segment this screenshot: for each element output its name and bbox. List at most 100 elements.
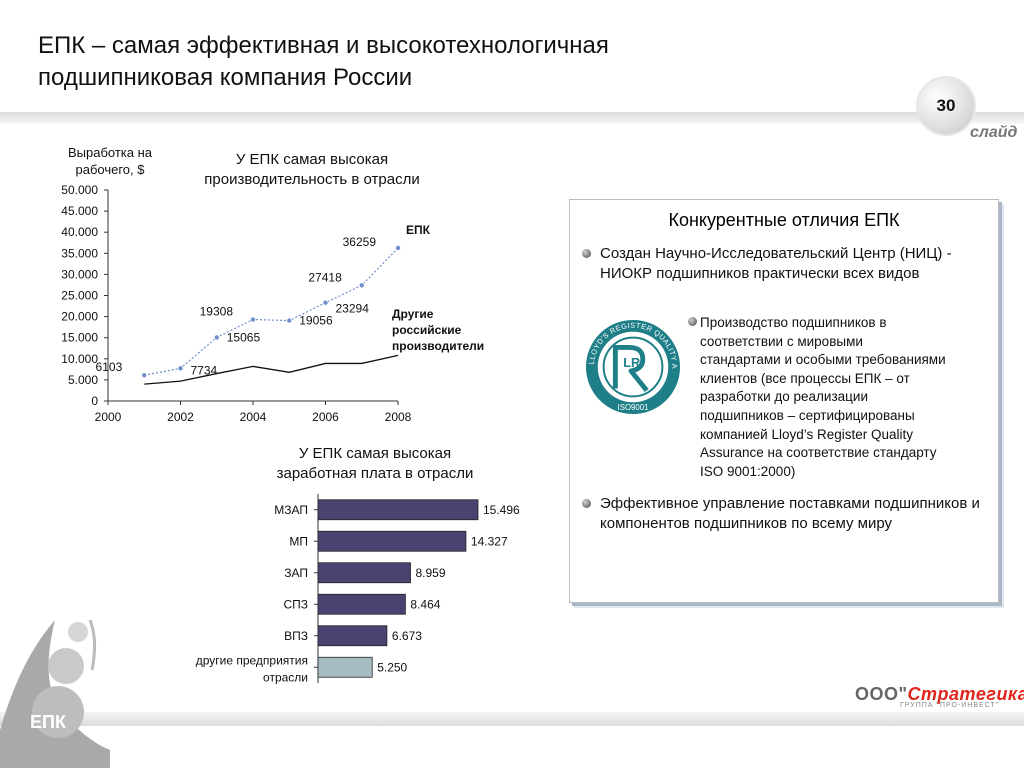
chart2-title-line-1: У ЕПК самая высокая xyxy=(298,445,452,462)
seal-iso-text: ISO9001 xyxy=(618,403,649,412)
x-tick-label: 2004 xyxy=(240,410,267,424)
bullet-supply-management-text: Эффективное управление поставками подшип… xyxy=(600,495,980,532)
strategika-brand: ООО"Стратегика" xyxy=(855,684,1024,705)
series-epk-data-label: 36259 xyxy=(343,235,377,249)
bullet-icon xyxy=(688,317,697,326)
epk-logo-icon xyxy=(0,619,110,768)
bar-value-label: 8.464 xyxy=(410,597,440,611)
series-epk-point xyxy=(213,334,220,341)
lloyds-register-seal-icon: LR LLOYD'S REGISTER QUALITY ASSURANCE IS… xyxy=(584,318,681,415)
series-epk-point xyxy=(177,365,184,372)
series-epk-data-label: 6103 xyxy=(96,360,123,374)
y-tick-label: 25.000 xyxy=(61,289,98,303)
competitive-advantages-panel: Конкурентные отличия ЕПК Создан Научно-И… xyxy=(569,199,999,603)
slide-label: слайд xyxy=(970,124,1018,141)
x-tick-label: 2008 xyxy=(385,410,412,424)
bullet-certification: Производство подшипников в соответствии … xyxy=(688,314,992,481)
bar-category-label: СПЗ xyxy=(283,597,308,611)
bullet-research-center-text: Создан Научно-Исследовательский Центр (Н… xyxy=(600,245,952,282)
series-epk-point xyxy=(249,316,256,323)
bullet-supply-management: Эффективное управление поставками подшип… xyxy=(582,494,980,534)
series-epk-point xyxy=(286,317,293,324)
y-tick-label: 45.000 xyxy=(61,204,98,218)
series-epk-data-label: 23294 xyxy=(336,302,370,316)
epk-logo-text: ЕПК xyxy=(30,712,66,732)
certification-line-1: Производство подшипников в xyxy=(700,315,887,330)
chart1-title-line-1: У ЕПК самая высокая xyxy=(235,151,389,168)
certification-line-7: компанией Lloyd’s Register Quality xyxy=(700,426,914,442)
chart2-title-line-2: заработная плата в отрасли xyxy=(276,465,474,482)
chart2-title: У ЕПК самая высокая заработная плата в о… xyxy=(230,444,520,484)
series-epk-point xyxy=(141,372,148,379)
series-epk-data-label: 15065 xyxy=(227,330,261,344)
page-title: ЕПК – самая эффективная и высокотехнолог… xyxy=(38,30,878,94)
chart1-title: У ЕПК самая высокая производительность в… xyxy=(172,150,452,190)
bar-category-label-line-2: отрасли xyxy=(263,670,308,684)
series-epk-point xyxy=(322,299,329,306)
brand-subtitle: ГРУППА "ПРО-ИНВЕСТ" xyxy=(900,702,1000,709)
bar xyxy=(317,593,406,615)
chart1-ylabel-line-1: Выработка на xyxy=(67,145,153,160)
title-line-2: подшипниковая компания России xyxy=(38,64,413,91)
series-epk-point xyxy=(394,244,401,251)
bar-category-label-line-1: другие предприятия xyxy=(196,653,308,667)
bar-category-label: ВПЗ xyxy=(284,629,308,643)
y-tick-label: 35.000 xyxy=(61,246,98,260)
bullet-icon xyxy=(582,249,591,258)
legend-other-line-3: производители xyxy=(392,339,484,353)
brand-name: Стратегика xyxy=(907,684,1024,704)
bar xyxy=(317,625,388,647)
header-divider xyxy=(0,112,1024,124)
certification-line-5: разработки до реализации xyxy=(700,389,868,405)
footer-divider xyxy=(0,712,1024,726)
chart1-ylabel-line-2: рабочего, $ xyxy=(75,162,145,177)
legend-other-line-1: Другие xyxy=(392,307,434,321)
certification-line-3: стандартами и особыми требованиями xyxy=(700,352,946,368)
bar-value-label: 5.250 xyxy=(377,660,407,674)
certification-line-9: ISO 9001:2000) xyxy=(700,463,796,479)
bullet-research-center: Создан Научно-Исследовательский Центр (Н… xyxy=(582,244,980,284)
y-tick-label: 0 xyxy=(91,394,98,408)
slide-number-badge: 30 xyxy=(918,78,974,134)
title-line-1: ЕПК – самая эффективная и высокотехнолог… xyxy=(38,32,609,59)
productivity-line-chart: 0 5.000 10.000 15.000 20.000 25.000 30.000 35.0… xyxy=(61,183,484,424)
series-other-line xyxy=(144,354,399,385)
series-epk-data-label: 19308 xyxy=(200,305,234,319)
panel-title: Конкурентные отличия ЕПК xyxy=(668,210,900,230)
brand-prefix: ООО" xyxy=(855,684,908,704)
bar-category-label: МП xyxy=(289,534,308,548)
y-tick-label: 20.000 xyxy=(61,310,98,324)
y-tick-label: 10.000 xyxy=(61,352,98,366)
bar xyxy=(317,562,411,584)
certification-line-2: соответствии с мировыми xyxy=(700,333,863,349)
bar-category-label: ЗАП xyxy=(284,566,308,580)
seal-letters: LR xyxy=(623,355,640,370)
y-tick-label: 5.000 xyxy=(68,373,98,387)
bar-value-label: 15.496 xyxy=(483,503,520,517)
x-tick-label: 2000 xyxy=(95,410,122,424)
bar-value-label: 8.959 xyxy=(416,566,446,580)
series-epk-data-label: 27418 xyxy=(308,270,342,284)
series-epk-data-label: 19056 xyxy=(299,314,333,328)
y-tick-label: 50.000 xyxy=(61,183,98,197)
y-tick-label: 30.000 xyxy=(61,267,98,281)
legend-epk: ЕПК xyxy=(406,223,431,237)
legend-other-line-2: российские xyxy=(392,323,462,337)
y-tick-label: 15.000 xyxy=(61,331,98,345)
x-tick-label: 2006 xyxy=(312,410,339,424)
bar xyxy=(317,530,467,552)
bar xyxy=(317,656,373,678)
series-epk-line xyxy=(144,247,399,376)
bar-value-label: 6.673 xyxy=(392,629,422,643)
y-tick-label: 40.000 xyxy=(61,225,98,239)
chart1-ylabel: Выработка на рабочего, $ xyxy=(42,144,178,178)
series-epk-point xyxy=(358,282,365,289)
bar-value-label: 14.327 xyxy=(471,534,508,548)
chart1-title-line-2: производительность в отрасли xyxy=(204,171,420,188)
certification-line-4: клиентов (все процессы ЕПК – от xyxy=(700,370,910,386)
bullet-icon xyxy=(582,499,591,508)
bar-category-label: МЗАП xyxy=(274,503,308,517)
salary-bar-chart: 15.496 МЗАП 14.327 МП 8.959 ЗАП 8.464 СПЗ 6.673 В… xyxy=(196,494,520,684)
bar xyxy=(317,499,479,521)
series-epk-data-label: 7734 xyxy=(191,363,218,377)
